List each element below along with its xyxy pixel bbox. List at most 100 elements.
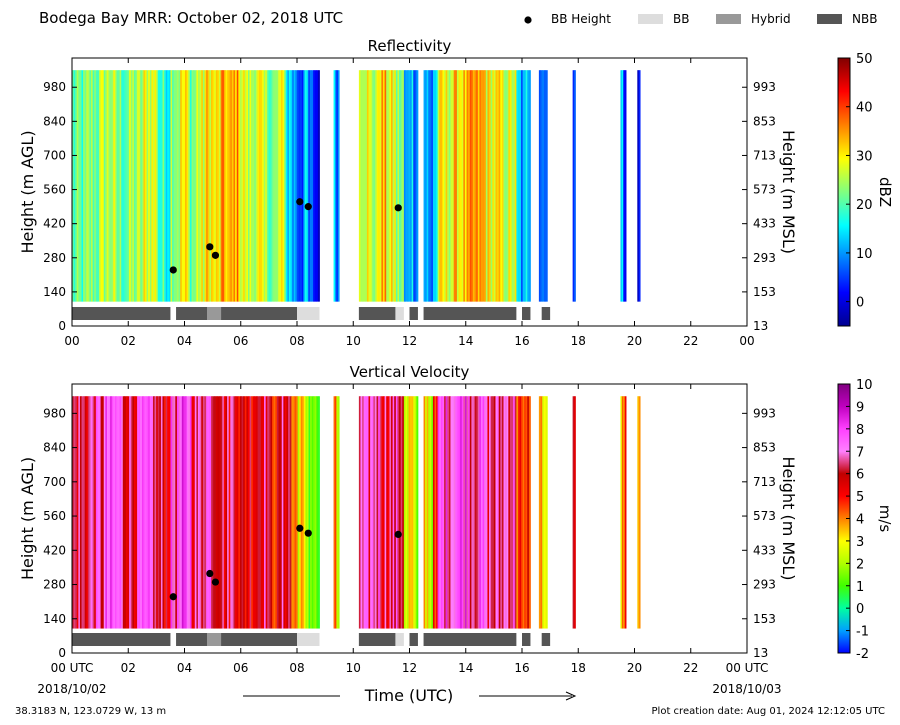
colorbar-tick-label: 10: [856, 378, 873, 393]
data-stripe: [489, 396, 492, 629]
y-right-axis-ticks: 13 153 293 433 573 713 853 993: [742, 80, 776, 333]
data-stripe: [337, 70, 340, 302]
data-stripe: [476, 396, 479, 629]
data-stripe: [122, 396, 125, 629]
data-stripe: [276, 396, 279, 629]
data-stripe: [373, 70, 376, 302]
data-stripe: [79, 70, 82, 302]
y-tick-label: 700: [43, 148, 66, 162]
data-stripe: [281, 70, 283, 302]
data-stripe: [358, 396, 361, 629]
data-stripe: [118, 70, 121, 302]
data-stripe: [119, 396, 122, 629]
data-stripe: [151, 396, 154, 629]
data-stripe: [113, 396, 116, 629]
y-right-tick-label: 293: [753, 578, 776, 592]
legend-hybrid-swatch: [716, 14, 741, 24]
data-stripe: [336, 70, 339, 302]
data-stripe: [167, 396, 170, 629]
data-stripe: [105, 70, 108, 302]
data-stripe: [308, 396, 311, 629]
x-tick-label: 14: [458, 334, 473, 348]
data-stripe: [336, 396, 339, 629]
y-tick-label: 140: [43, 612, 66, 626]
data-stripe: [97, 70, 100, 302]
data-stripe: [399, 70, 402, 302]
data-stripe: [241, 396, 244, 629]
data-stripe: [254, 396, 257, 629]
data-stripe: [428, 70, 431, 302]
data-stripe: [381, 70, 384, 302]
data-stripe: [425, 70, 428, 302]
y-tick-label: 420: [43, 217, 66, 231]
data-stripe: [199, 70, 202, 302]
data-stripe: [436, 70, 439, 302]
data-stripe: [145, 70, 148, 302]
data-stripe: [637, 70, 640, 302]
data-stripe: [111, 70, 114, 302]
data-stripe: [162, 396, 165, 629]
bb-bar-bb: [297, 633, 320, 646]
colorbar-tick-label: -2: [856, 647, 869, 662]
location-label: 38.3183 N, 123.0729 W, 13 m: [15, 706, 166, 717]
x-tick-label: 06: [233, 334, 248, 348]
data-stripe: [307, 396, 309, 629]
data-stripe: [148, 70, 151, 302]
data-stripe: [538, 396, 541, 629]
data-stripe: [505, 70, 508, 302]
data-stripe: [116, 70, 119, 302]
data-stripe: [185, 396, 188, 629]
colorbar-label: m/s: [876, 505, 894, 533]
data-stripe: [238, 396, 241, 629]
data-stripe: [437, 396, 440, 629]
bb-height-point: [211, 251, 220, 259]
data-stripe: [235, 70, 238, 302]
data-stripe: [444, 70, 447, 302]
data-stripe: [268, 70, 271, 302]
y-right-axis-label: Height (m MSL): [779, 456, 798, 580]
data-stripe: [293, 70, 296, 302]
data-stripe: [453, 70, 456, 302]
data-stripe: [141, 70, 144, 302]
x-tick-label: 00: [64, 334, 79, 348]
data-stripe: [81, 396, 84, 629]
x-tick-label: 12: [402, 661, 417, 675]
data-stripe: [487, 396, 490, 629]
y-tick-label: 420: [43, 543, 66, 557]
bb-height-point: [304, 529, 312, 537]
data-stripe: [95, 70, 98, 302]
y-right-tick-label: 993: [753, 406, 776, 420]
data-stripe: [298, 70, 301, 302]
data-stripe: [428, 396, 431, 629]
data-stripe: [196, 70, 199, 302]
data-stripe: [493, 70, 496, 302]
data-stripe: [366, 70, 369, 302]
x-tick-label: 18: [571, 334, 586, 348]
data-stripe: [87, 70, 90, 302]
data-stripe: [484, 70, 487, 302]
data-stripe: [159, 396, 162, 629]
data-stripe: [574, 70, 576, 302]
colorbar: -2 -1 0 1 2 3 4 5 6 7 8 9 10 m/s: [837, 378, 894, 662]
x-tick-label: 02: [121, 334, 136, 348]
data-stripe: [572, 396, 575, 629]
data-stripe: [129, 70, 132, 302]
data-stripe: [376, 70, 379, 302]
colorbar-tick-label: 1: [856, 580, 864, 595]
data-stripe: [363, 70, 366, 302]
data-stripe: [460, 396, 463, 629]
data-stripe: [423, 70, 426, 302]
data-stripe: [186, 396, 189, 629]
data-stripe: [165, 70, 168, 302]
data-stripe: [160, 396, 163, 629]
bb-height-point: [169, 266, 177, 274]
data-stripe: [98, 70, 101, 302]
data-stripe: [445, 70, 448, 302]
x-tick-label: 22: [683, 334, 698, 348]
data-stripe: [297, 70, 300, 302]
data-stripe: [97, 396, 100, 629]
data-stripe: [86, 70, 89, 302]
data-stripe: [254, 70, 257, 302]
data-stripe: [521, 396, 524, 629]
